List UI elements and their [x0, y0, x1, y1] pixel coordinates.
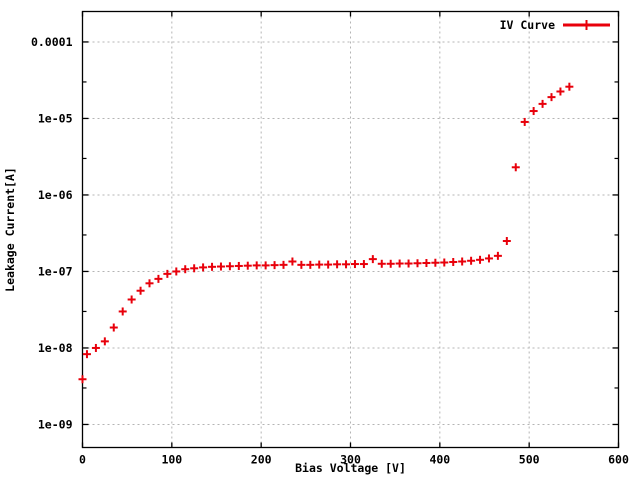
- data-point: [342, 260, 351, 269]
- data-point: [538, 99, 547, 108]
- y-tick-label: 0.0001: [31, 35, 73, 49]
- data-point: [333, 260, 342, 269]
- data-point: [565, 82, 574, 91]
- data-point: [350, 260, 359, 269]
- data-point: [91, 343, 100, 352]
- data-point: [395, 259, 404, 268]
- data-point: [136, 286, 145, 295]
- data-point: [118, 307, 127, 316]
- data-point: [359, 260, 368, 269]
- y-tick-label: 1e-05: [38, 111, 73, 125]
- data-point: [368, 255, 377, 264]
- data-point: [78, 375, 87, 384]
- data-point: [288, 257, 297, 266]
- data-point: [422, 258, 431, 267]
- data-point: [476, 255, 485, 264]
- data-point: [127, 295, 136, 304]
- axis-ticks: [81, 11, 620, 448]
- legend-marker-sample: [581, 20, 592, 30]
- x-tick-label: 400: [429, 453, 450, 467]
- data-point: [145, 279, 154, 288]
- data-point: [279, 260, 288, 269]
- data-point: [306, 260, 315, 269]
- y-tick-label: 1e-09: [38, 417, 73, 431]
- data-point: [163, 269, 172, 278]
- data-point: [413, 259, 422, 268]
- plot-frame: [81, 10, 620, 449]
- data-point: [581, 20, 592, 30]
- data-point: [547, 93, 556, 102]
- x-tick-label: 500: [519, 453, 540, 467]
- data-point: [529, 107, 538, 116]
- data-point: [315, 260, 324, 269]
- legend: IV Curve: [500, 18, 610, 32]
- data-point: [82, 350, 91, 359]
- data-point: [252, 261, 261, 270]
- x-axis-title: Bias Voltage [V]: [295, 461, 406, 475]
- data-point: [190, 264, 199, 273]
- x-axis-tick-labels: 0 100 200 300 400 500 600: [79, 453, 629, 467]
- x-tick-label: 0: [79, 453, 86, 467]
- data-point: [261, 261, 270, 270]
- data-point: [440, 258, 449, 267]
- data-point: [172, 267, 181, 276]
- data-point: [484, 254, 493, 263]
- data-point: [216, 262, 225, 271]
- data-point: [377, 259, 386, 268]
- data-point: [100, 337, 109, 346]
- data-point: [199, 263, 208, 272]
- data-point: [520, 117, 529, 126]
- data-point: [225, 262, 234, 271]
- data-series-iv-curve: [78, 82, 574, 384]
- data-point: [386, 259, 395, 268]
- legend-entry-label: IV Curve: [500, 18, 555, 32]
- data-point: [493, 251, 502, 260]
- x-tick-label: 300: [340, 453, 361, 467]
- data-point: [449, 257, 458, 266]
- data-point: [181, 265, 190, 274]
- data-point: [556, 87, 565, 96]
- y-axis-tick-labels: 1e-09 1e-08 1e-07 1e-06 1e-05 0.0001: [31, 35, 73, 432]
- x-tick-label: 600: [608, 453, 629, 467]
- data-point: [243, 261, 252, 270]
- y-tick-label: 1e-07: [38, 264, 73, 278]
- data-point: [324, 260, 333, 269]
- data-point: [297, 260, 306, 269]
- x-tick-label: 200: [251, 453, 272, 467]
- data-point: [511, 163, 520, 172]
- data-point: [208, 262, 217, 271]
- data-point: [458, 257, 467, 266]
- gridlines: [82, 11, 619, 448]
- x-tick-label: 100: [161, 453, 182, 467]
- data-point: [270, 261, 279, 270]
- data-point: [154, 274, 163, 283]
- y-tick-label: 1e-06: [38, 188, 73, 202]
- data-point: [109, 323, 118, 332]
- y-axis-title: Leakage Current[A]: [3, 167, 17, 292]
- data-point: [234, 261, 243, 270]
- data-point: [467, 256, 476, 265]
- data-point: [431, 258, 440, 267]
- y-tick-label: 1e-08: [38, 341, 73, 355]
- data-point: [502, 237, 511, 246]
- data-point: [404, 259, 413, 268]
